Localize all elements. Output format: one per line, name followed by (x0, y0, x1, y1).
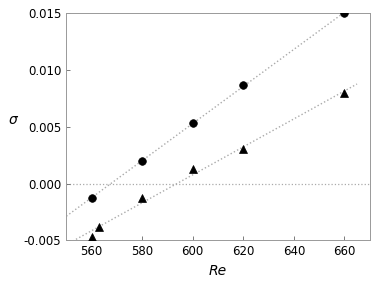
Y-axis label: σ: σ (8, 113, 17, 127)
X-axis label: Re: Re (209, 264, 227, 278)
